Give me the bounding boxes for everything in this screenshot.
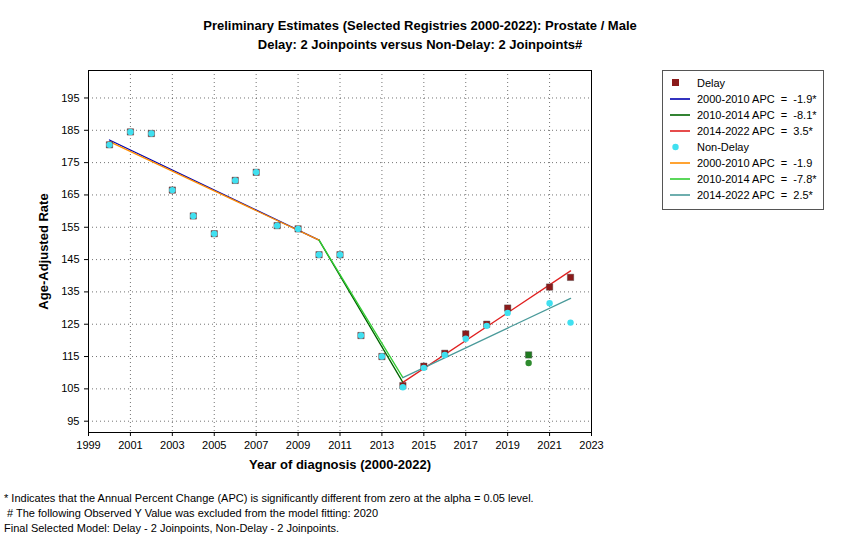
html-text:# The following Observed Y Val: # The following Observed Y Value was exc…: [4, 507, 378, 519]
svg-text:105: 105: [61, 382, 79, 394]
html-text:Delay: 2 Joinpoints versus Non: Delay: 2 Joinpoints versus Non-Delay: 2 …: [257, 37, 583, 52]
html-text:2014-2022 APC = 2.5*: 2014-2022 APC = 2.5*: [697, 189, 813, 201]
html-text:Preliminary Estimates (Selecte: Preliminary Estimates (Selected Registri…: [203, 18, 637, 33]
html-text:Delay: Delay: [697, 77, 726, 89]
html-text:2010-2014 APC = -7.8*: 2010-2014 APC = -7.8*: [697, 173, 817, 185]
svg-text:2005: 2005: [202, 439, 226, 451]
svg-text:185: 185: [61, 124, 79, 136]
html-text:Non-Delay: Non-Delay: [697, 141, 749, 153]
svg-text:165: 165: [61, 188, 79, 200]
svg-text:2019: 2019: [495, 439, 519, 451]
svg-text:175: 175: [61, 156, 79, 168]
svg-text:155: 155: [61, 221, 79, 233]
svg-text:135: 135: [61, 285, 79, 297]
svg-text:2007: 2007: [244, 439, 268, 451]
svg-text:1999: 1999: [76, 439, 100, 451]
svg-text:2001: 2001: [118, 439, 142, 451]
svg-text:125: 125: [61, 318, 79, 330]
svg-text:2003: 2003: [160, 439, 184, 451]
svg-text:2009: 2009: [286, 439, 310, 451]
html-text:2000-2010 APC = -1.9*: 2000-2010 APC = -1.9*: [697, 93, 817, 105]
svg-text:Year of diagnosis (2000-2022): Year of diagnosis (2000-2022): [249, 457, 431, 472]
html-text:* Indicates that the Annual Pe: * Indicates that the Annual Percent Chan…: [4, 492, 534, 504]
svg-text:195: 195: [61, 91, 79, 103]
svg-text:2011: 2011: [328, 439, 352, 451]
svg-text:2013: 2013: [370, 439, 394, 451]
html-text:Final Selected Model: Delay -: Final Selected Model: Delay - 2 Joinpoin…: [4, 522, 340, 534]
svg-text:95: 95: [67, 415, 79, 427]
svg-text:2023: 2023: [579, 439, 603, 451]
html-text:2000-2010 APC = -1.9: 2000-2010 APC = -1.9: [697, 157, 813, 169]
svg-text:115: 115: [62, 350, 80, 362]
html-text:2014-2022 APC = 3.5*: 2014-2022 APC = 3.5*: [697, 125, 813, 137]
svg-text:Age-Adjusted Rate: Age-Adjusted Rate: [36, 193, 51, 309]
svg-text:2017: 2017: [454, 439, 478, 451]
svg-text:145: 145: [61, 253, 79, 265]
html-text:2010-2014 APC = -8.1*: 2010-2014 APC = -8.1*: [697, 109, 817, 121]
svg-text:2021: 2021: [537, 439, 561, 451]
svg-text:2015: 2015: [412, 439, 436, 451]
